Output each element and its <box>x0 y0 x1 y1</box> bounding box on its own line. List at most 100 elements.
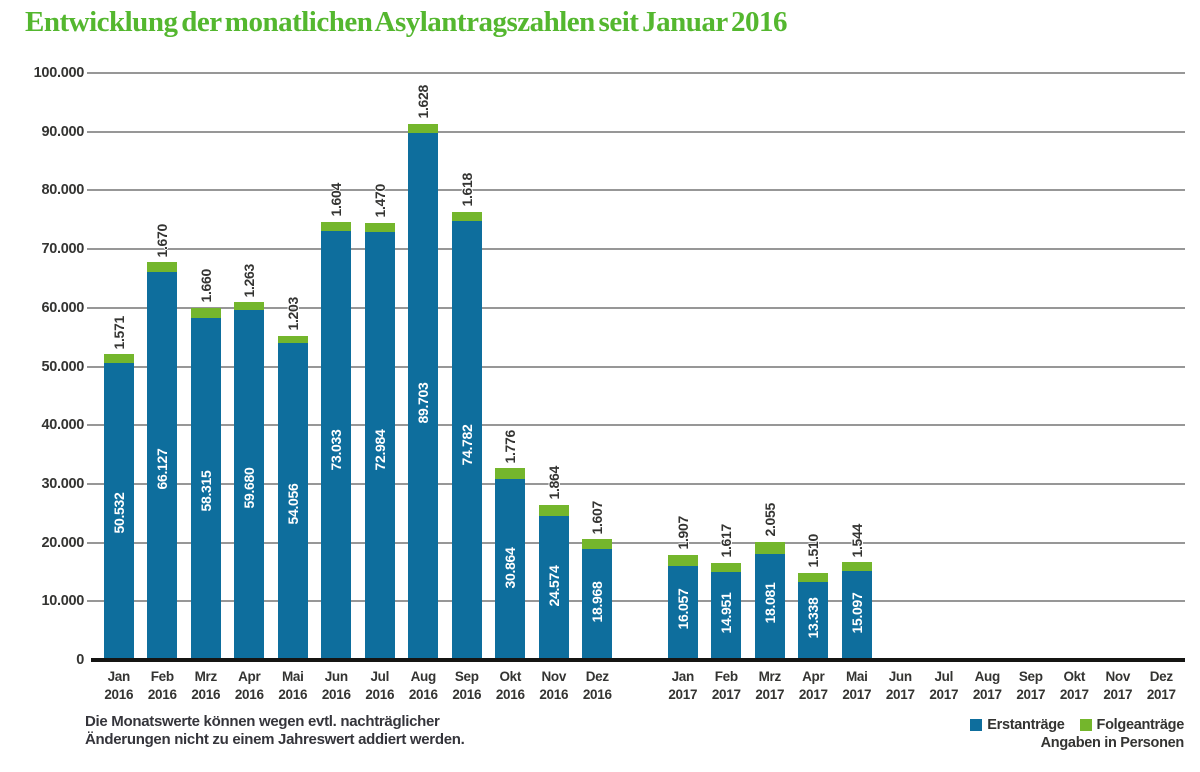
folgeantraege-value-label: 1.604 <box>328 183 345 217</box>
y-axis-tick <box>87 600 95 603</box>
x-axis-label-mai-2017: Mai 2017 <box>842 669 872 702</box>
month-slot-aug-2016: 89.703 1.628 <box>402 73 446 660</box>
folgeantraege-segment <box>667 554 698 566</box>
month-slot-mrz-2016: 58.315 1.660 <box>184 73 228 660</box>
x-axis-label-apr-2016: Apr 2016 <box>234 669 264 702</box>
folgeantraege-segment <box>364 222 395 232</box>
y-axis-tick <box>87 482 95 485</box>
folgeantraege-segment <box>841 562 872 572</box>
month-slot-dez-2016: 18.968 1.607 <box>576 73 620 660</box>
folgeantraege-value-label: 2.055 <box>761 503 778 537</box>
month-slot-aug-2017 <box>966 73 1010 660</box>
folgeantraege-segment <box>582 539 613 549</box>
y-axis-tick-label: 30.000 <box>41 475 84 492</box>
stacked-bar-dez-2016: 18.968 1.607 <box>582 501 613 660</box>
erstantraege-value-label: 24.574 <box>545 564 562 607</box>
erstantraege-value-label: 59.680 <box>241 467 258 509</box>
x-axis-label-dez-2016: Dez 2016 <box>582 669 612 702</box>
y-axis-tick <box>87 365 95 368</box>
x-axis-label-apr-2017: Apr 2017 <box>798 669 828 702</box>
stacked-bar-jun-2016: 73.033 1.604 <box>321 183 352 660</box>
folgeantraege-value-label: 1.660 <box>197 269 214 303</box>
folgeantraege-value-label: 1.628 <box>415 85 432 119</box>
erstantraege-value-label: 72.984 <box>371 429 388 471</box>
folgeantraege-segment <box>495 468 526 479</box>
stacked-bar-okt-2016: 30.864 1.776 <box>495 430 526 660</box>
erstantraege-value-label: 16.057 <box>674 588 691 630</box>
stacked-bar-mrz-2017: 18.081 2.055 <box>754 503 785 660</box>
x-axis-label-dez-2017: Dez 2017 <box>1146 669 1176 702</box>
y-axis-tick-label: 80.000 <box>41 182 84 199</box>
plot-area: 50.532 1.571 66.127 1.670 58.315 1.660 59.680 1… <box>87 72 1185 662</box>
stacked-bar-feb-2016: 66.127 1.670 <box>147 224 178 660</box>
bars-container: 50.532 1.571 66.127 1.670 58.315 1.660 59.680 1… <box>95 73 1185 660</box>
x-label-group-2017: Jan 2017 Feb 2017 Mrz 2017 Apr 2017 Mai 2017 Jun 20… <box>661 668 1183 703</box>
gridline <box>95 541 1185 544</box>
folgeantraege-segment <box>277 335 308 343</box>
folgeantraege-value-label: 1.510 <box>805 534 822 568</box>
stacked-bar-mai-2017: 15.097 1.544 <box>841 524 872 660</box>
x-axis-label-okt-2016: Okt 2016 <box>495 669 525 702</box>
folgeantraege-value-label: 1.470 <box>371 184 388 218</box>
erstantraege-value-label: 66.127 <box>154 448 171 490</box>
y-axis-tick-label: 0 <box>76 652 84 668</box>
gridline <box>95 306 1185 309</box>
x-axis-line <box>91 658 1185 662</box>
erstantraege-value-label: 13.338 <box>805 597 822 639</box>
y-axis-tick <box>87 130 95 133</box>
stacked-bar-sep-2016: 74.782 1.618 <box>451 173 482 660</box>
year-group-2016: 50.532 1.571 66.127 1.670 58.315 1.660 59.680 1… <box>97 73 619 660</box>
x-axis-label-aug-2016: Aug 2016 <box>408 669 438 702</box>
stacked-bar-apr-2016: 59.680 1.263 <box>234 264 265 660</box>
y-axis-tick-label: 100.000 <box>33 65 85 81</box>
footnote-line2: Änderungen nicht zu einem Jahreswert add… <box>85 731 465 749</box>
month-slot-dez-2017 <box>1140 73 1184 660</box>
month-slot-feb-2016: 66.127 1.670 <box>141 73 185 660</box>
erstantraege-value-label: 14.951 <box>718 592 735 634</box>
x-axis-label-jan-2017: Jan 2017 <box>668 669 698 702</box>
y-axis-tick <box>87 189 95 192</box>
x-axis-label-jul-2016: Jul 2016 <box>365 669 395 702</box>
legend-label-folgeantraege: Folgeanträge <box>1096 717 1185 733</box>
y-axis-tick <box>87 306 95 309</box>
month-slot-mai-2017: 15.097 1.544 <box>835 73 879 660</box>
y-axis-labels: 100.000 90.000 80.000 70.000 60.000 50.000 40.… <box>0 65 85 668</box>
legend-row: Erstanträge Folgeanträge <box>970 717 1184 733</box>
gridline <box>95 130 1185 133</box>
folgeantraege-value-label: 1.618 <box>458 173 475 207</box>
month-slot-jun-2017 <box>879 73 923 660</box>
legend-swatch-erstantraege <box>970 719 983 731</box>
chart-title: Entwicklung der monatlichen Asylantragsz… <box>25 6 788 38</box>
x-axis-label-jun-2017: Jun 2017 <box>885 669 915 702</box>
folgeantraege-segment <box>321 221 352 232</box>
y-axis-tick-label: 50.000 <box>41 358 84 375</box>
folgeantraege-value-label: 1.263 <box>241 263 258 298</box>
x-axis-label-mrz-2017: Mrz 2017 <box>755 669 785 702</box>
y-axis-tick <box>87 424 95 427</box>
erstantraege-value-label: 18.968 <box>589 581 606 623</box>
y-axis-tick <box>87 541 95 544</box>
folgeantraege-value-label: 1.203 <box>284 297 301 331</box>
month-slot-jun-2016: 73.033 1.604 <box>315 73 359 660</box>
erstantraege-value-label: 58.315 <box>197 470 214 512</box>
month-slot-nov-2017 <box>1096 73 1140 660</box>
stacked-bar-mrz-2016: 58.315 1.660 <box>190 269 221 660</box>
month-slot-mrz-2017: 18.081 2.055 <box>748 73 792 660</box>
y-axis-tick-label: 10.000 <box>41 593 84 610</box>
folgeantraege-segment <box>234 302 265 310</box>
erstantraege-value-label: 18.081 <box>761 582 778 624</box>
x-label-group-2016: Jan 2016 Feb 2016 Mrz 2016 Apr 2016 Mai 2016 Jun 20… <box>97 668 619 703</box>
folgeantraege-segment <box>103 354 134 364</box>
legend: Erstanträge Folgeanträge Angaben in Pers… <box>970 717 1184 751</box>
x-axis-label-nov-2017: Nov 2017 <box>1103 669 1133 702</box>
month-slot-jul-2017 <box>922 73 966 660</box>
erstantraege-value-label: 54.056 <box>284 483 301 525</box>
x-axis-label-sep-2017: Sep 2017 <box>1016 669 1046 702</box>
erstantraege-value-label: 74.782 <box>458 424 475 466</box>
folgeantraege-value-label: 1.544 <box>848 523 865 558</box>
erstantraege-value-label: 89.703 <box>415 382 432 424</box>
x-axis-label-jul-2017: Jul 2017 <box>929 669 959 702</box>
folgeantraege-value-label: 1.670 <box>154 223 171 258</box>
month-slot-apr-2017: 13.338 1.510 <box>792 73 836 660</box>
month-slot-jan-2016: 50.532 1.571 <box>97 73 141 660</box>
